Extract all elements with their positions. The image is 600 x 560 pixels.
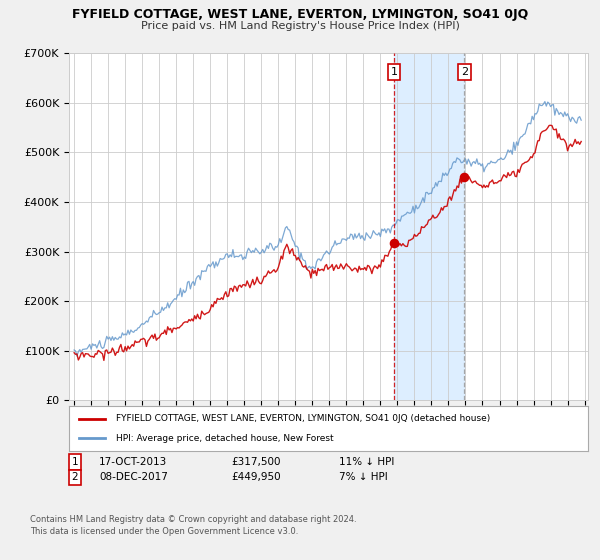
Text: 7% ↓ HPI: 7% ↓ HPI	[339, 472, 388, 482]
Text: £317,500: £317,500	[231, 457, 281, 467]
Bar	[394, 53, 464, 400]
Text: 2: 2	[71, 472, 79, 482]
Point	[389, 239, 398, 248]
Text: FYFIELD COTTAGE, WEST LANE, EVERTON, LYMINGTON, SO41 0JQ (detached house): FYFIELD COTTAGE, WEST LANE, EVERTON, LYM…	[116, 414, 490, 423]
Text: £449,950: £449,950	[231, 472, 281, 482]
Text: Contains HM Land Registry data © Crown copyright and database right 2024.: Contains HM Land Registry data © Crown c…	[30, 515, 356, 524]
Point	[460, 172, 469, 181]
Text: HPI: Average price, detached house, New Forest: HPI: Average price, detached house, New …	[116, 434, 334, 443]
Text: 1: 1	[71, 457, 79, 467]
Text: 2: 2	[461, 67, 468, 77]
Text: This data is licensed under the Open Government Licence v3.0.: This data is licensed under the Open Gov…	[30, 528, 298, 536]
Text: 08-DEC-2017: 08-DEC-2017	[99, 472, 168, 482]
Text: Price paid vs. HM Land Registry's House Price Index (HPI): Price paid vs. HM Land Registry's House …	[140, 21, 460, 31]
Text: 1: 1	[391, 67, 397, 77]
Text: 17-OCT-2013: 17-OCT-2013	[99, 457, 167, 467]
Text: FYFIELD COTTAGE, WEST LANE, EVERTON, LYMINGTON, SO41 0JQ: FYFIELD COTTAGE, WEST LANE, EVERTON, LYM…	[72, 8, 528, 21]
Text: 11% ↓ HPI: 11% ↓ HPI	[339, 457, 394, 467]
